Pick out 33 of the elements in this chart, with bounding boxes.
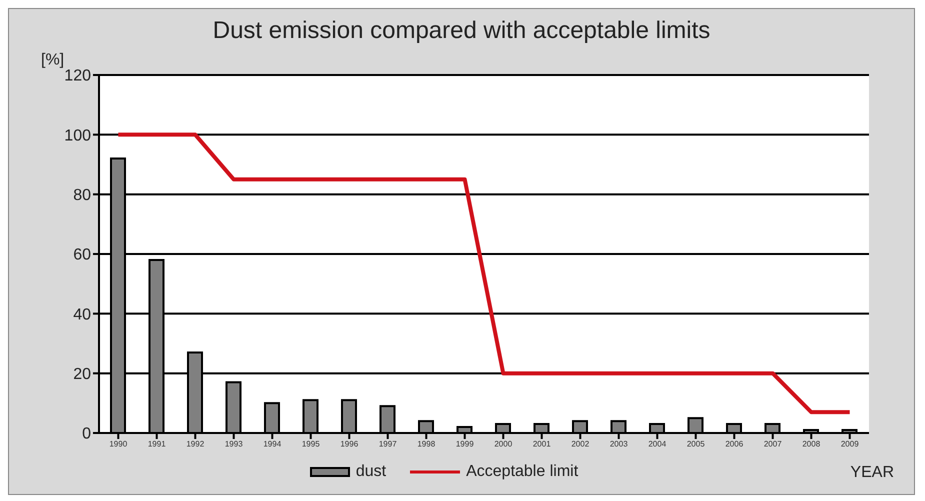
x-tick-label: 2001 <box>532 440 552 449</box>
x-tick-label: 2007 <box>764 440 782 449</box>
x-tick-label: 1991 <box>148 440 166 449</box>
y-axis-title: [%] <box>41 51 64 68</box>
line-series <box>116 132 852 414</box>
legend-label: Acceptable limit <box>466 463 578 481</box>
x-tick-label: 1994 <box>263 440 282 449</box>
chart-title: Dust emission compared with acceptable limits <box>212 16 712 46</box>
y-tick-label: 20 <box>73 366 92 384</box>
y-tick-label: 0 <box>82 426 92 443</box>
x-tick-label: 1992 <box>186 440 205 449</box>
y-tick-label: 40 <box>73 306 92 324</box>
x-axis-title: YEAR <box>850 464 894 482</box>
y-tick-label: 80 <box>73 187 92 204</box>
y-tick-label: 120 <box>64 68 92 85</box>
x-tick-label: 1998 <box>417 440 436 449</box>
x-tick-label: 2008 <box>802 440 821 449</box>
x-tick-label: 2009 <box>840 440 860 449</box>
x-tick-label: 1995 <box>302 440 320 449</box>
x-tick-label: 1996 <box>340 440 359 449</box>
x-tick-label: 1990 <box>109 440 128 449</box>
x-tick-label: 2000 <box>494 440 513 449</box>
x-tick-label: 2006 <box>725 440 744 449</box>
legend-label: dust <box>356 463 386 481</box>
x-tick-label: 2004 <box>648 440 667 449</box>
x-tick-label: 2002 <box>571 440 590 449</box>
x-tick-label: 1993 <box>224 440 244 449</box>
x-tick-label: 1997 <box>378 440 398 449</box>
x-tick-label: 2005 <box>686 440 706 449</box>
y-tick-label: 60 <box>73 246 92 264</box>
y-tick-label: 100 <box>64 127 92 144</box>
x-tick-label: 1999 <box>456 440 474 449</box>
x-tick-label: 2003 <box>610 440 628 449</box>
